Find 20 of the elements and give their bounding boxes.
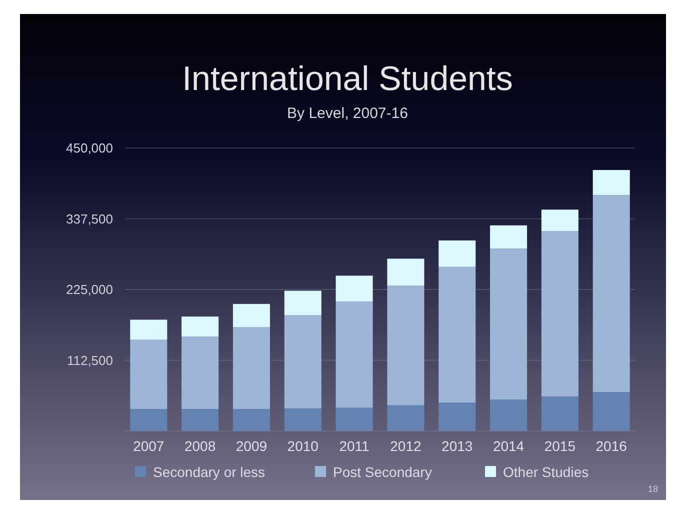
y-tick-label: 337,500 [66,211,113,226]
x-tick-label: 2007 [133,438,164,454]
text: 18 [648,484,658,494]
x-tick-label: 2014 [492,438,524,454]
x-tick-label: 2013 [442,438,473,454]
x-tick-label: 2008 [184,438,216,454]
x-tick-label: 2012 [390,438,422,454]
x-tick-label: 2016 [596,438,628,454]
chart-subtitle: By Level, 2007-16 [287,105,408,122]
x-tick-label: 2015 [544,438,576,454]
chart-title: International Students [182,60,513,98]
y-tick-label: 112,500 [66,352,113,368]
legend-label: Post Secondary [333,464,432,480]
x-tick-label: 2011 [339,438,370,454]
x-tick-label: 2009 [236,438,268,454]
legend-label: Secondary or less [153,464,266,480]
legend-label: Other Studies [503,464,589,480]
y-tick-label: 225,000 [66,282,113,298]
x-tick-label: 2010 [287,438,319,454]
y-tick-label: 450,000 [66,140,113,156]
